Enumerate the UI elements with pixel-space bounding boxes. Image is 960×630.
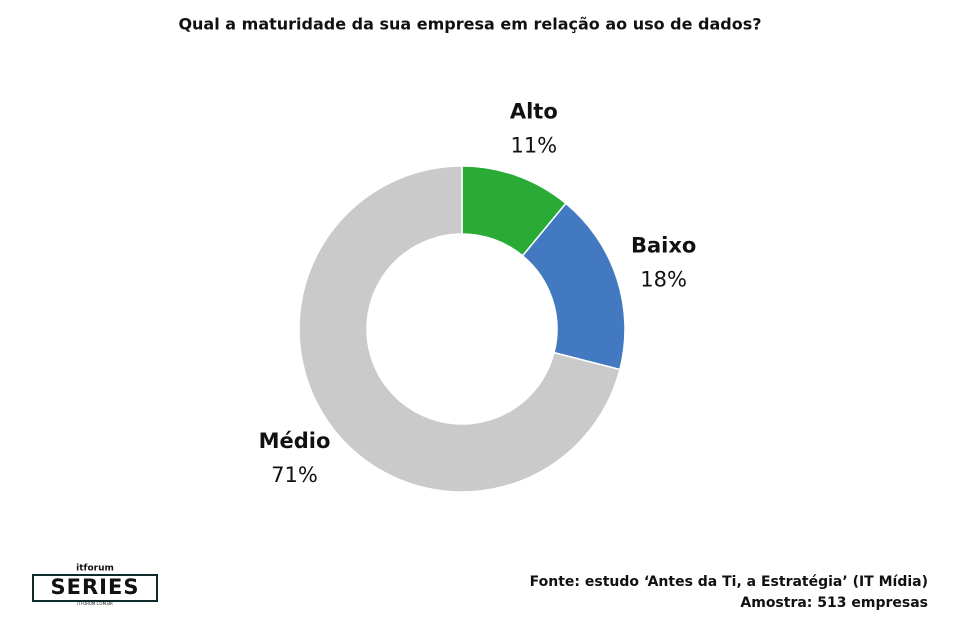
slice-label: Alto [510,100,558,124]
source: Fonte: estudo ‘Antes da Ti, a Estratégia… [530,574,928,590]
donut-slice [298,165,621,493]
logo-url: ITFORUM.COM.BR [77,601,113,606]
chart-title: Qual a maturidade da sua empresa em rela… [178,15,761,34]
slice-value-label: 71% [271,463,318,487]
slice-label: Baixo [631,233,696,257]
logo: itforum SERIES ITFORUM.COM.BR [32,564,158,606]
sample: Amostra: 513 empresas [740,595,928,611]
logo-frame [32,574,158,602]
slice-value-label: 18% [640,267,687,291]
logo-main: SERIES [51,575,140,599]
slice-label: Médio [259,429,331,453]
slice-value-label: 11% [510,134,557,158]
logo-top: itforum [76,564,114,574]
